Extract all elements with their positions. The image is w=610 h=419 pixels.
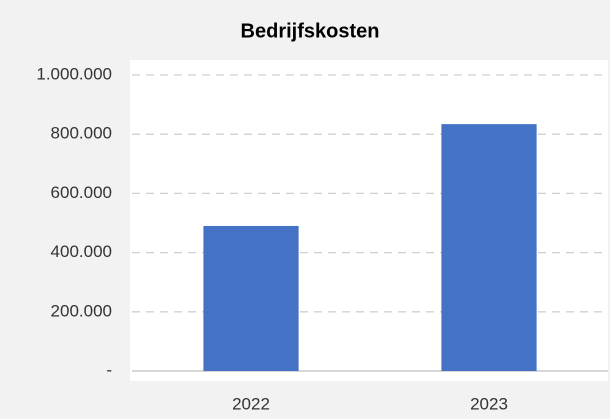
x-tick-label: 2022 <box>232 394 270 413</box>
x-tick-label: 2023 <box>470 394 508 413</box>
y-tick-label: 600.000 <box>51 183 112 202</box>
chart-title: Bedrijfskosten <box>241 20 380 42</box>
bar <box>203 225 299 371</box>
bar <box>441 124 537 371</box>
y-tick-label: 200.000 <box>51 301 112 320</box>
y-tick-label: 400.000 <box>51 242 112 261</box>
y-tick-label: 1.000.000 <box>36 64 112 83</box>
y-tick-label: - <box>106 360 112 379</box>
y-tick-label: 800.000 <box>51 124 112 143</box>
